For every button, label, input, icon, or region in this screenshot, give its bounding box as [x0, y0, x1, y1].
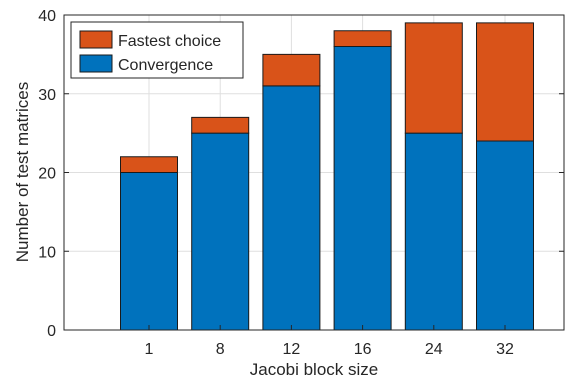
x-tick-label: 16: [354, 341, 372, 358]
y-tick-label: 10: [38, 244, 56, 261]
x-axis-label: Jacobi block size: [250, 360, 379, 379]
legend-swatch: [79, 54, 113, 73]
legend: Fastest choice Convergence: [70, 21, 244, 79]
x-tick-label: 1: [145, 341, 154, 358]
bar-fastest-choice-32: [476, 22, 534, 142]
legend-label: Convergence: [118, 57, 213, 74]
bar-convergence-12: [262, 85, 321, 331]
bar-fastest-choice-24: [404, 22, 463, 134]
x-tick-label: 8: [216, 341, 225, 358]
y-tick-label: 30: [38, 87, 56, 104]
x-tick-label: 32: [496, 341, 514, 358]
bar-fastest-choice-16: [333, 30, 392, 47]
bar-convergence-8: [191, 132, 250, 331]
x-axis-ticks: 1 8 12 16 24 32: [145, 325, 514, 358]
x-tick-label: 24: [425, 341, 443, 358]
bar-convergence-16: [333, 46, 392, 331]
y-tick-label: 20: [38, 166, 56, 183]
bars: [120, 22, 534, 331]
legend-label: Fastest choice: [118, 33, 221, 50]
bar-fastest-choice-12: [262, 53, 321, 87]
bar-fastest-choice-1: [120, 156, 178, 173]
bar-convergence-1: [120, 172, 178, 331]
legend-swatch: [79, 30, 113, 49]
y-tick-label: 0: [47, 323, 56, 340]
x-tick-label: 12: [283, 341, 301, 358]
bar-convergence-32: [476, 140, 534, 331]
y-tick-label: 40: [38, 8, 56, 25]
bar-convergence-24: [404, 132, 463, 331]
bar-fastest-choice-8: [191, 116, 250, 134]
y-axis-label: Number of test matrices: [13, 82, 32, 262]
y-axis-ticks: 0 10 20 30 40: [38, 8, 564, 340]
